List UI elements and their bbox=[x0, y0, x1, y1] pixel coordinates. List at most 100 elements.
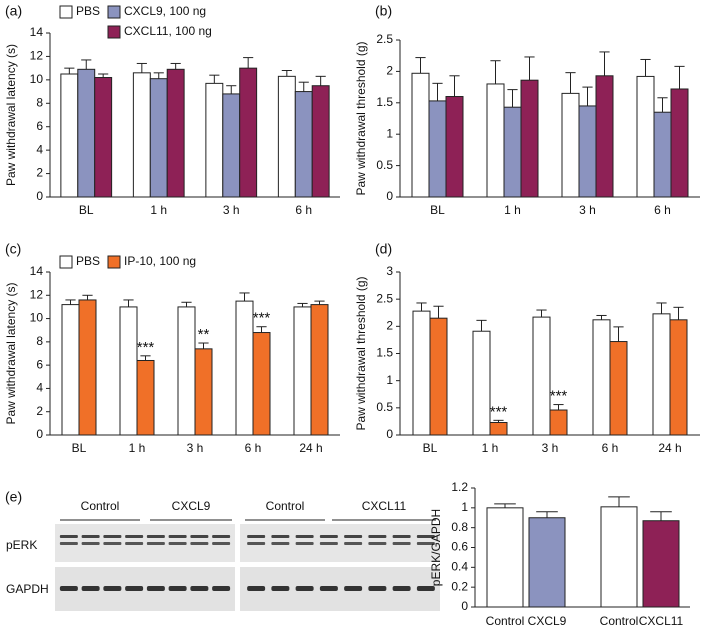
bar bbox=[294, 91, 313, 198]
y-tick-label: 1.2 bbox=[451, 480, 468, 494]
blot-band bbox=[59, 586, 78, 591]
x-tick-label: BL bbox=[79, 203, 94, 217]
y-tick-label: 8 bbox=[36, 95, 43, 109]
legend-swatch bbox=[107, 25, 121, 39]
y-tick-label: 0.8 bbox=[451, 520, 468, 534]
x-tick-label: 3 h bbox=[223, 203, 240, 217]
bar bbox=[670, 88, 689, 198]
blot-band bbox=[368, 586, 387, 591]
error-bar bbox=[314, 300, 325, 305]
bar bbox=[293, 306, 312, 436]
bar bbox=[578, 105, 597, 198]
bar bbox=[166, 68, 185, 198]
error-bar bbox=[198, 342, 209, 349]
blot-band bbox=[125, 542, 144, 545]
error-bar bbox=[640, 58, 651, 77]
x-tick-label: 6 h bbox=[295, 203, 312, 217]
y-tick-label: 10 bbox=[30, 311, 44, 325]
x-tick-label: CXCL11 bbox=[639, 614, 684, 628]
legend-swatch bbox=[107, 5, 121, 19]
x-tick-label: 1 h bbox=[482, 441, 499, 455]
blot-band bbox=[81, 535, 100, 538]
y-axis-label: Paw withdrawal latency (s) bbox=[4, 44, 18, 186]
blot-group: CXCL11 bbox=[362, 499, 407, 513]
blot-band bbox=[125, 535, 144, 538]
blot-band bbox=[103, 542, 122, 545]
blot-band bbox=[168, 586, 187, 591]
blot-band bbox=[190, 542, 209, 545]
blot-band bbox=[271, 586, 290, 591]
y-tick-label: 6 bbox=[36, 357, 43, 371]
significance: *** bbox=[550, 388, 568, 405]
error-bar bbox=[297, 302, 308, 307]
legend-label: PBS bbox=[76, 254, 100, 268]
x-tick-label: 1 h bbox=[150, 203, 167, 217]
bar bbox=[642, 520, 680, 608]
bar bbox=[136, 359, 155, 436]
error-bar bbox=[656, 302, 667, 314]
y-tick-label: 14 bbox=[30, 25, 44, 39]
x-tick-label: CXCL9 bbox=[528, 614, 567, 628]
y-axis-label: Paw withdrawal threshold (g) bbox=[354, 276, 368, 430]
error-bar bbox=[81, 59, 92, 70]
blot-band bbox=[319, 586, 338, 591]
significance: ** bbox=[198, 326, 210, 343]
blot-band bbox=[212, 586, 231, 591]
blot-band bbox=[168, 542, 187, 545]
blot-band bbox=[146, 535, 165, 538]
y-tick-label: 3 bbox=[386, 264, 393, 278]
error-bar bbox=[433, 305, 444, 319]
y-tick-label: 2 bbox=[36, 166, 43, 180]
bar bbox=[472, 330, 491, 436]
blot-row-label: pERK bbox=[6, 538, 37, 552]
error-bar bbox=[494, 503, 516, 508]
y-tick-label: 0 bbox=[386, 189, 393, 203]
y-tick-label: 14 bbox=[30, 264, 44, 278]
error-bar bbox=[298, 81, 309, 92]
bar bbox=[412, 310, 431, 436]
blot-row-label: GAPDH bbox=[6, 582, 49, 596]
blot-band bbox=[368, 542, 387, 545]
bar bbox=[520, 79, 539, 198]
y-tick-label: 12 bbox=[30, 287, 44, 301]
y-tick-label: 2 bbox=[386, 319, 393, 333]
y-tick-label: 0.2 bbox=[451, 579, 468, 593]
panel-label: (a) bbox=[5, 3, 22, 19]
bar bbox=[205, 82, 224, 198]
x-tick-label: 1 h bbox=[129, 441, 146, 455]
bar bbox=[94, 77, 113, 198]
blot-band bbox=[416, 586, 435, 591]
bar bbox=[595, 75, 614, 198]
blot-band bbox=[212, 542, 231, 545]
error-bar bbox=[449, 75, 460, 97]
error-bar bbox=[524, 56, 535, 81]
significance: *** bbox=[137, 339, 155, 356]
x-tick-label: 1 h bbox=[504, 203, 521, 217]
blot-band bbox=[295, 542, 314, 545]
bar bbox=[653, 111, 672, 198]
y-tick-label: 2 bbox=[386, 64, 393, 78]
y-tick-label: 0.6 bbox=[451, 540, 468, 554]
bar bbox=[194, 348, 213, 436]
y-tick-label: 0 bbox=[36, 189, 43, 203]
bar bbox=[311, 85, 330, 198]
error-bar bbox=[553, 404, 564, 411]
y-tick-label: 0.5 bbox=[376, 158, 393, 172]
error-bar bbox=[493, 419, 504, 423]
y-tick-label: 0 bbox=[36, 427, 43, 441]
bar bbox=[609, 341, 628, 436]
y-tick-label: 0.5 bbox=[376, 400, 393, 414]
bar bbox=[222, 93, 241, 198]
y-tick-label: 2.5 bbox=[376, 32, 393, 46]
blot-band bbox=[190, 586, 209, 591]
bar bbox=[239, 67, 258, 198]
panel-label: (c) bbox=[5, 241, 21, 257]
error-bar bbox=[209, 74, 220, 84]
error-bar bbox=[490, 60, 501, 84]
bar bbox=[429, 317, 448, 436]
x-tick-label: BL bbox=[72, 441, 87, 455]
y-tick-label: 1.5 bbox=[376, 346, 393, 360]
error-bar bbox=[181, 301, 192, 307]
legend-label: PBS bbox=[76, 4, 100, 18]
error-bar bbox=[153, 72, 164, 79]
